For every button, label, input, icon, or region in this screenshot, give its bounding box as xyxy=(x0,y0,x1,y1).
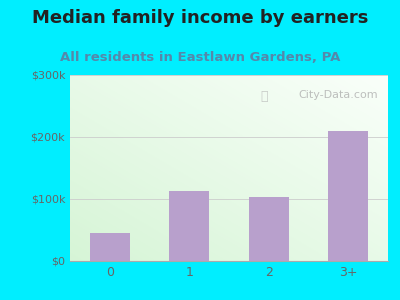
Bar xyxy=(249,197,289,261)
Text: All residents in Eastlawn Gardens, PA: All residents in Eastlawn Gardens, PA xyxy=(60,51,340,64)
Bar xyxy=(328,131,368,261)
Text: Median family income by earners: Median family income by earners xyxy=(32,9,368,27)
Bar xyxy=(169,191,209,261)
Text: City-Data.com: City-Data.com xyxy=(299,90,378,100)
Bar xyxy=(90,233,130,261)
Text: ⓘ: ⓘ xyxy=(261,90,268,103)
